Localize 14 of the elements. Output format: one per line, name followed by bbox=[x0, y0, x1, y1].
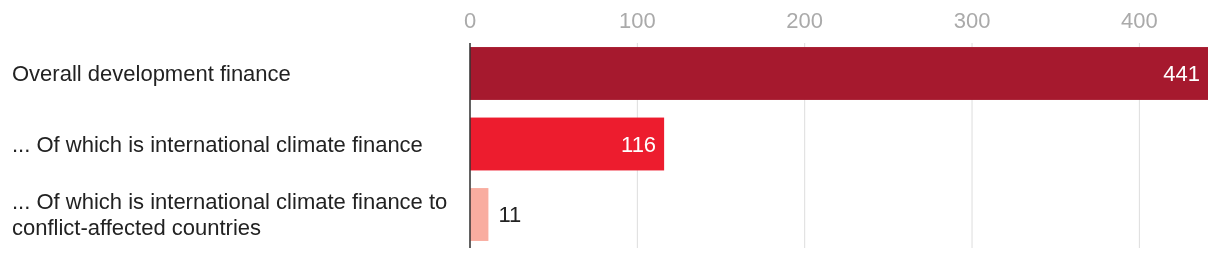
x-tick-label: 300 bbox=[953, 8, 991, 33]
data-label: 11 bbox=[498, 202, 522, 228]
bar bbox=[470, 117, 665, 171]
bar bbox=[470, 47, 1208, 100]
y-tick-label: Overall development finance bbox=[12, 61, 291, 87]
x-tick-label: 200 bbox=[786, 8, 824, 33]
x-tick-label: 400 bbox=[1121, 8, 1158, 33]
y-tick-label: ... Of which is international climate finance bbox=[12, 131, 423, 157]
y-tick-label: ... Of which is international climate finance to conflict-affected countries bbox=[12, 189, 448, 241]
data-label: 116 bbox=[621, 131, 657, 157]
x-tick-label: 100 bbox=[618, 8, 656, 33]
x-tick-label: 0 bbox=[463, 8, 477, 33]
data-label: 441 bbox=[1163, 61, 1200, 87]
bar bbox=[470, 188, 489, 241]
